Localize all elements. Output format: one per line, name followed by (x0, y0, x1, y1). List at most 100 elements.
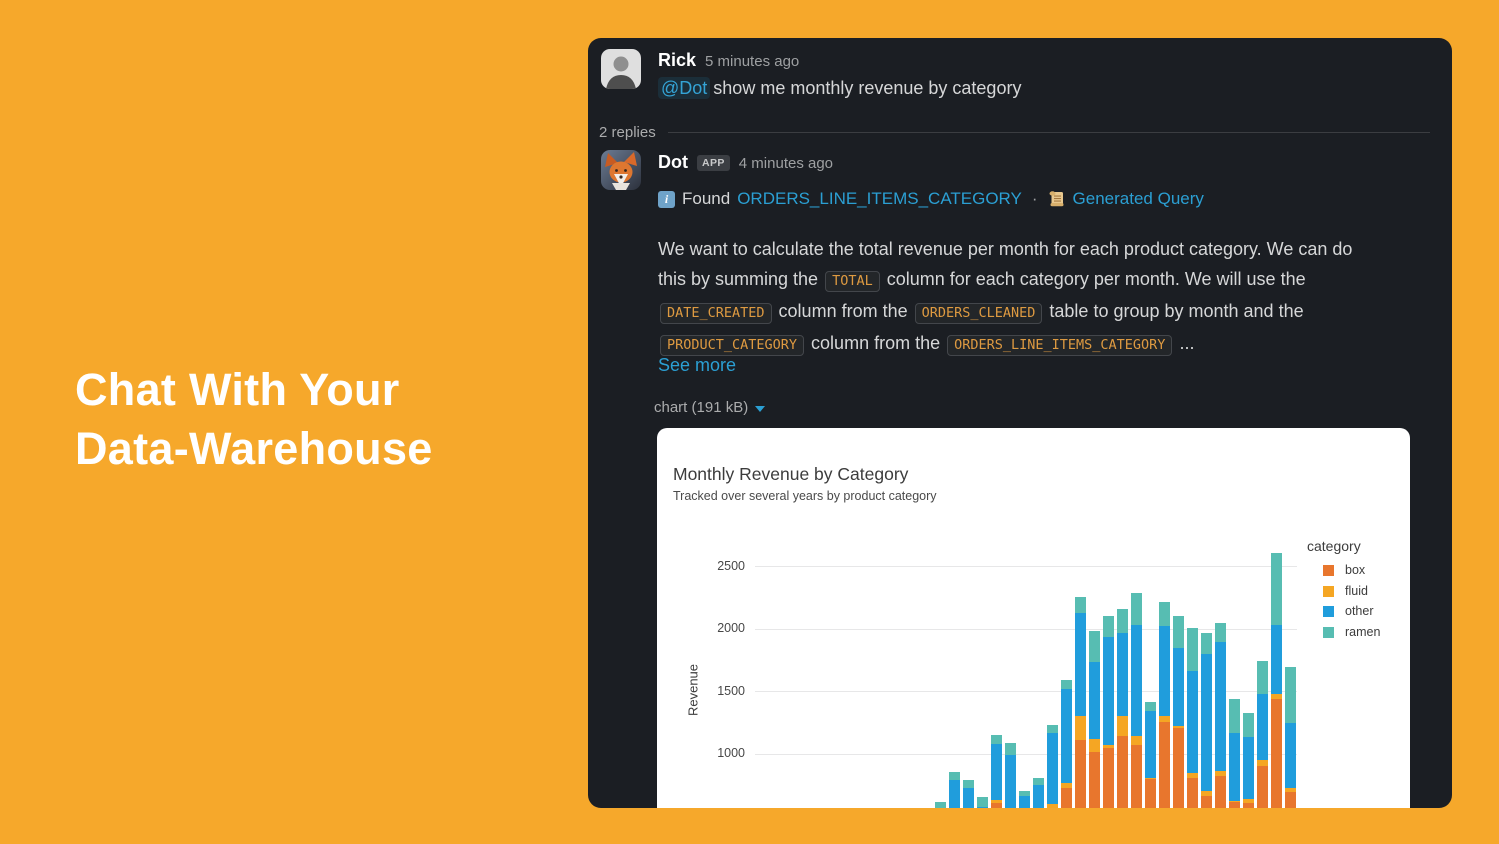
bar-segment-ramen (1102, 616, 1114, 637)
paragraph-text: ... (1174, 333, 1195, 353)
legend-label-box: box (1345, 563, 1366, 577)
code-chip: ORDERS_LINE_ITEMS_CATEGORY (947, 335, 1173, 356)
bar-segment-fluid (990, 800, 1002, 803)
paragraph-text: column for each category per month. We w… (881, 269, 1306, 289)
bar-segment-other (948, 780, 960, 808)
bar-segment-box (1270, 699, 1282, 808)
info-icon: i (658, 190, 675, 208)
bar-segment-fluid (1158, 716, 1170, 722)
bar-segment-other (1130, 625, 1142, 736)
gridline (755, 753, 1297, 755)
avatar-dot[interactable] (601, 150, 641, 190)
legend-title: category (1307, 538, 1361, 554)
y-tick-label: 1000 (717, 746, 745, 760)
bar-segment-fluid (1116, 716, 1128, 736)
found-row: i Found ORDERS_LINE_ITEMS_CATEGORY · Gen… (658, 189, 1204, 209)
bar-segment-fluid (1088, 739, 1100, 752)
bar-segment-other (1018, 796, 1030, 808)
paragraph-text: table to group by month and the (1044, 301, 1304, 321)
bar-segment-other (962, 788, 974, 808)
legend-label-other: other (1345, 604, 1374, 618)
bar-segment-fluid (1130, 736, 1142, 745)
legend-label-ramen: ramen (1345, 624, 1381, 639)
bar-segment-other (1088, 662, 1100, 739)
table-link[interactable]: ORDERS_LINE_ITEMS_CATEGORY (737, 189, 1022, 208)
replies-row: 2 replies (599, 122, 1430, 142)
bar-segment-box (1172, 728, 1184, 808)
y-tick-label: 2000 (717, 621, 745, 635)
generated-query-link[interactable]: Generated Query (1072, 189, 1204, 208)
bar-segment-fluid (1144, 778, 1156, 779)
see-more-link[interactable]: See more (658, 355, 737, 375)
legend-label-fluid: fluid (1345, 583, 1368, 598)
legend-swatch-other (1323, 606, 1334, 617)
app-badge: APP (697, 155, 730, 171)
bar-segment-ramen (1116, 609, 1128, 633)
legend-swatch-box (1323, 565, 1334, 576)
bar-segment-box (1242, 803, 1254, 808)
bar-segment-other (1284, 723, 1296, 788)
bar-segment-box (1158, 722, 1170, 808)
chart-card[interactable]: Monthly Revenue by Category Tracked over… (657, 428, 1410, 808)
code-chip: PRODUCT_CATEGORY (660, 335, 805, 356)
bar-segment-ramen (1214, 623, 1226, 642)
bar-segment-box (1256, 766, 1268, 808)
gridline (755, 628, 1297, 630)
message-header-rick: Rick 5 minutes ago (658, 50, 799, 71)
bar-segment-fluid (1074, 716, 1086, 740)
bar-segment-other (1116, 633, 1128, 716)
attachment-label: chart (191 kB) (654, 399, 749, 416)
message-header-dot: Dot APP 4 minutes ago (658, 152, 833, 173)
author-name[interactable]: Rick (658, 50, 697, 70)
bar-segment-fluid (1046, 804, 1058, 808)
bar-segment-ramen (1256, 661, 1268, 694)
bar-segment-other (1214, 642, 1226, 771)
bar-segment-ramen (1158, 602, 1170, 626)
bar-segment-ramen (1200, 633, 1212, 654)
bar-segment-other (1046, 733, 1058, 804)
bar-segment-other (1158, 626, 1170, 716)
chevron-down-icon (755, 405, 766, 412)
bar-segment-ramen (1172, 616, 1184, 648)
y-tick-label: 2500 (717, 558, 745, 573)
bar-segment-ramen (934, 802, 946, 808)
bar-segment-ramen (1018, 791, 1030, 796)
bar-segment-box (1186, 778, 1198, 808)
bar-segment-ramen (1004, 743, 1016, 755)
bar-segment-fluid (1186, 773, 1198, 778)
attachment-toggle[interactable]: chart (191 kB) (654, 399, 766, 416)
paragraph-text: column from the (773, 301, 913, 321)
legend-swatch-fluid (1323, 585, 1334, 597)
message-timestamp[interactable]: 4 minutes ago (738, 155, 834, 172)
bar-segment-other (1074, 613, 1086, 716)
replies-count[interactable]: 2 replies (599, 123, 656, 141)
bar-segment-other (1060, 689, 1072, 783)
bar-segment-box (1144, 779, 1156, 808)
bar-segment-box (1074, 740, 1086, 808)
paragraph-text: this by summing the (658, 269, 824, 289)
message-text-rick: @Dot show me monthly revenue by category (658, 77, 1022, 99)
slack-thread-panel: Rick 5 minutes ago @Dot show me monthly r… (588, 38, 1452, 808)
mention-dot[interactable]: @Dot (658, 77, 711, 99)
bar-segment-other (1032, 785, 1044, 808)
bar-segment-other (1186, 671, 1198, 773)
gridline (755, 566, 1297, 567)
bar-segment-other (1200, 654, 1212, 791)
bar-segment-box (1088, 752, 1100, 808)
bar-segment-other (976, 807, 988, 808)
message-body: show me monthly revenue by category (713, 78, 1022, 98)
chart-plot: 1000 1500 2000 2500 category box fluid other ram… (657, 428, 1410, 808)
bar-segment-ramen (1186, 628, 1198, 671)
avatar-rick[interactable] (601, 49, 641, 89)
bar-segment-fluid (1228, 801, 1240, 802)
bar-segment-box (1284, 792, 1296, 808)
bar-segment-ramen (1130, 593, 1142, 625)
author-name[interactable]: Dot (658, 152, 688, 172)
message-timestamp[interactable]: 5 minutes ago (705, 53, 800, 70)
bar-segment-ramen (1270, 553, 1282, 625)
code-chip: DATE_CREATED (660, 303, 772, 324)
bar-segment-ramen (1088, 631, 1100, 662)
replies-divider (667, 131, 1430, 133)
bar-segment-fluid (1284, 788, 1296, 792)
bar-segment-other (1102, 637, 1114, 745)
